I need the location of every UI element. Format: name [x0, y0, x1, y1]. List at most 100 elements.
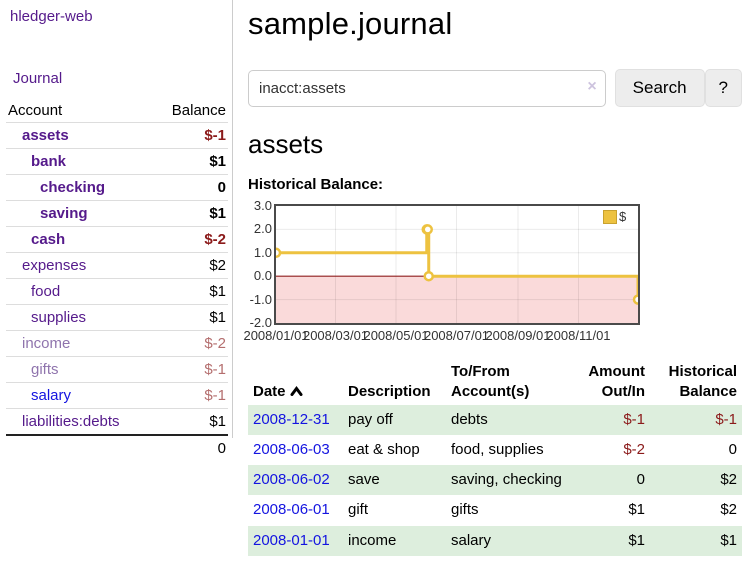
account-name-cell: supplies: [6, 305, 154, 331]
transaction-amount: 0: [636, 471, 645, 488]
accounts-total-balance: 0: [217, 440, 226, 457]
transaction-date-cell: 2008-06-02: [248, 465, 343, 495]
account-balance: $1: [209, 283, 226, 300]
account-balance: $-2: [204, 335, 226, 352]
account-link-checking[interactable]: checking: [40, 179, 106, 196]
account-name-cell: cash: [6, 227, 154, 253]
account-link-expenses[interactable]: expenses: [22, 257, 87, 274]
transaction-description: eat & shop: [348, 440, 420, 458]
register-header-date[interactable]: Date: [248, 360, 343, 405]
account-balance: $1: [209, 153, 226, 170]
page-title: sample.journal: [248, 6, 453, 41]
transaction-balance: $2: [720, 471, 737, 488]
transaction-row: 2008-06-02 save saving, checking 0 $2: [248, 465, 742, 496]
balance-chart-plot: [274, 204, 640, 325]
sidebar: hledger-web Journal Account Balance asse…: [0, 0, 233, 457]
account-name-cell: expenses: [6, 253, 154, 279]
transaction-date-link[interactable]: 2008-06-03: [253, 440, 330, 458]
account-link-saving[interactable]: saving: [40, 205, 88, 222]
transaction-balance: $1: [720, 531, 737, 549]
account-link-food[interactable]: food: [31, 283, 61, 300]
account-balance: $2: [209, 257, 226, 274]
search-box: ×: [248, 69, 606, 107]
account-link-bank[interactable]: bank: [31, 153, 67, 170]
transaction-description: income: [348, 531, 397, 549]
transaction-accounts: saving, checking: [451, 471, 562, 488]
transaction-description: pay off: [348, 410, 393, 428]
sidebar-item-journal[interactable]: Journal: [13, 70, 63, 87]
accounts-header-row: Account Balance: [6, 99, 228, 123]
search-button[interactable]: Search: [614, 69, 705, 107]
register-header-accounts: To/From Account(s): [451, 363, 530, 401]
account-link-cash[interactable]: cash: [31, 231, 66, 248]
main-content: sample.journal × Search ? assets Histori…: [243, 0, 742, 556]
transaction-date-cell: 2008-12-31: [248, 405, 343, 435]
accounts-header-account: Account: [8, 102, 63, 119]
account-name-cell: income: [6, 331, 154, 357]
search-input[interactable]: [248, 69, 606, 107]
app-brand-link[interactable]: hledger-web: [10, 8, 93, 25]
account-row: supplies $1: [6, 304, 228, 331]
account-link-assets[interactable]: assets: [22, 127, 69, 144]
account-link-salary[interactable]: salary: [31, 387, 72, 404]
x-axis-tick-label: 2008/05/01: [363, 328, 429, 343]
clear-search-icon[interactable]: ×: [587, 77, 597, 95]
y-axis-tick-label: -1.0: [249, 291, 272, 307]
account-link-supplies[interactable]: supplies: [31, 309, 87, 326]
transaction-description: save: [348, 471, 380, 488]
account-row: gifts $-1: [6, 356, 228, 383]
transaction-date-link[interactable]: 2008-06-02: [253, 471, 330, 488]
transaction-date-link[interactable]: 2008-06-01: [253, 501, 330, 519]
account-link-gifts[interactable]: gifts: [31, 361, 59, 378]
register-header-balance: Historical Balance: [668, 363, 737, 401]
account-row: food $1: [6, 278, 228, 305]
account-balance: $-1: [204, 387, 226, 404]
transaction-row: 2008-06-03 eat & shop food, supplies $-2 0: [248, 435, 742, 465]
transaction-date-cell: 2008-06-03: [248, 435, 343, 465]
chart-title: Historical Balance:: [248, 176, 384, 193]
register-table-body: 2008-12-31 pay off debts $-1 $-1 2008-06-03 ea…: [248, 404, 742, 556]
accounts-total-row: 0: [6, 435, 228, 461]
account-row: expenses $2: [6, 252, 228, 279]
x-axis-tick-label: 2008/01/01: [243, 328, 309, 343]
account-name-cell: checking: [6, 175, 154, 201]
help-button[interactable]: ?: [704, 69, 742, 107]
account-row: income $-2: [6, 330, 228, 357]
account-row: bank $1: [6, 148, 228, 175]
y-axis-tick-label: 1.0: [253, 244, 272, 260]
transaction-amount: $1: [628, 531, 645, 549]
account-heading: assets: [248, 129, 324, 159]
register-table: Date Description To/From Account(s) Amou…: [248, 360, 742, 556]
account-name-cell: food: [6, 279, 154, 305]
transaction-row: 2008-06-01 gift gifts $1 $2: [248, 495, 742, 525]
transaction-date-cell: 2008-06-01: [248, 495, 343, 525]
y-axis-tick-label: 0.0: [253, 268, 272, 284]
account-balance: $-1: [204, 127, 226, 144]
account-row: checking 0: [6, 174, 228, 201]
account-balance: $-2: [204, 231, 226, 248]
account-balance: $-1: [204, 361, 226, 378]
transaction-accounts: salary: [451, 531, 492, 549]
account-name-cell: salary: [6, 383, 154, 409]
account-balance: 0: [217, 179, 226, 196]
transaction-row: 2008-01-01 income salary $1 $1: [248, 525, 742, 556]
register-header-row: Date Description To/From Account(s) Amou…: [248, 360, 742, 405]
account-row: assets $-1: [6, 122, 228, 149]
account-row: cash $-2: [6, 226, 228, 253]
transaction-date-link[interactable]: 2008-12-31: [253, 410, 330, 428]
account-row: liabilities:debts $1: [6, 408, 228, 436]
account-link-liabilities-debts[interactable]: liabilities:debts: [22, 413, 120, 430]
account-name-cell: assets: [6, 123, 154, 149]
account-balance: $1: [209, 413, 226, 430]
transaction-amount: $1: [628, 501, 645, 519]
account-name-cell: saving: [6, 201, 154, 227]
accounts-header-balance: Balance: [171, 102, 226, 119]
x-axis-tick-label: 2008/09/01: [485, 328, 551, 343]
account-link-income[interactable]: income: [22, 335, 71, 352]
transaction-balance: 0: [728, 440, 737, 458]
sort-ascending-icon: [290, 386, 303, 397]
chart-legend: $: [602, 209, 628, 224]
transaction-balance: $2: [720, 501, 737, 519]
account-name-cell: gifts: [6, 357, 154, 383]
transaction-date-link[interactable]: 2008-01-01: [253, 531, 330, 549]
